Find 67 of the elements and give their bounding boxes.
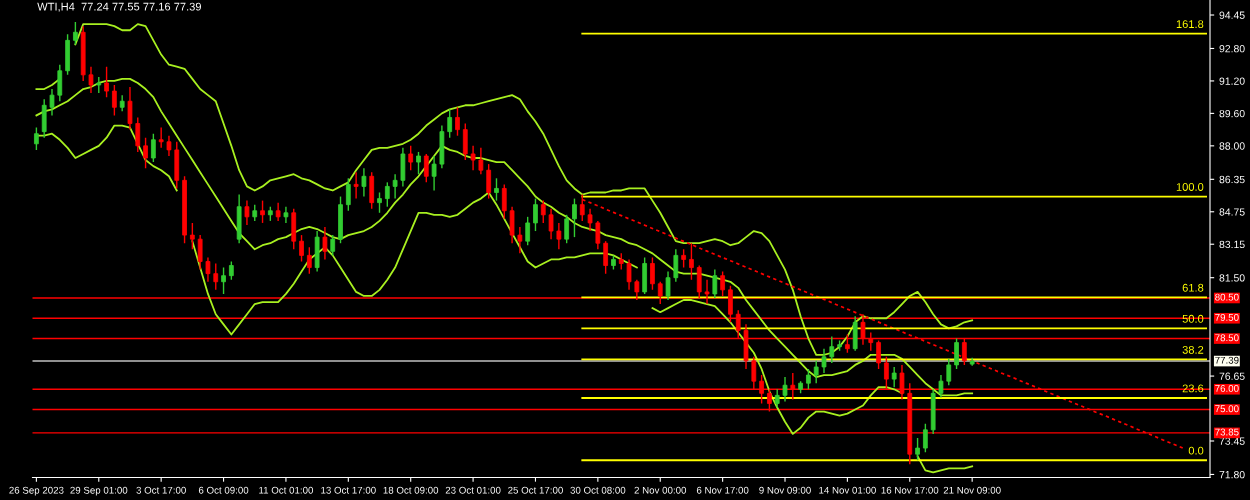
candlestick [260, 199, 265, 224]
x-tick-label: 18 Oct 09:00 [383, 486, 439, 494]
x-tick-label: 3 Oct 17:00 [136, 486, 186, 494]
y-tick-label: 71.80 [1219, 470, 1245, 479]
candlestick [548, 208, 554, 240]
candlestick [813, 360, 819, 384]
x-tick-label: 2 Nov 00:00 [634, 486, 687, 494]
x-tick-label: 9 Nov 09:00 [759, 486, 811, 494]
candlestick [806, 368, 811, 390]
candlestick [720, 270, 725, 297]
series-label: 61.8 [1182, 283, 1204, 292]
candlestick [946, 358, 952, 386]
chart-title: WTI,H4 77.24 77.55 77.16 77.39 [37, 2, 201, 12]
y-tick-label: 91.20 [1219, 77, 1245, 85]
candlestick [587, 208, 593, 232]
ref-line-label: 77.39 [1215, 356, 1239, 364]
candlestick [322, 226, 328, 261]
candlestick [112, 84, 117, 117]
ref-line-label: 75.00 [1215, 405, 1239, 413]
y-tick-label: 86.35 [1219, 175, 1245, 184]
candlestick [88, 66, 94, 94]
x-tick-label: 6 Nov 17:00 [696, 486, 749, 494]
candlestick [283, 206, 289, 224]
candlestick [572, 197, 577, 238]
series-label: 0.0 [1188, 446, 1204, 455]
candlestick [821, 347, 827, 374]
x-tick-label: 6 Oct 09:00 [198, 486, 249, 494]
y-tick-label: 84.75 [1219, 208, 1245, 216]
series-label: 38.2 [1182, 345, 1204, 354]
y-tick-label: 81.50 [1219, 274, 1245, 282]
x-tick-label: 16 Nov 17:00 [881, 486, 939, 494]
candlestick [166, 135, 172, 157]
ref-line-label: 73.85 [1215, 428, 1239, 436]
y-tick-label: 88.00 [1219, 142, 1245, 150]
ref-line-label: 79.50 [1215, 313, 1239, 321]
x-tick-label: 11 Oct 01:00 [259, 486, 314, 494]
x-tick-label: 23 Oct 01:00 [445, 486, 501, 494]
candlestick [915, 437, 920, 461]
ref-line-label: 76.00 [1215, 384, 1239, 392]
candlestick [143, 137, 148, 169]
ref-line-label: 78.50 [1215, 334, 1239, 342]
x-tick-label: 26 Sep 2023 [9, 486, 64, 496]
candlestick [377, 191, 382, 214]
y-tick-label: 94.45 [1219, 11, 1245, 19]
candlestick [49, 88, 55, 117]
y-tick-label: 83.15 [1219, 240, 1245, 249]
candlestick [416, 151, 421, 175]
candlestick [470, 145, 476, 171]
y-tick-label: 92.80 [1219, 44, 1245, 53]
candlestick [431, 155, 437, 192]
x-tick-label: 29 Sep 01:00 [70, 486, 128, 496]
x-tick-label: 14 Nov 01:00 [819, 486, 876, 494]
x-tick-label: 13 Oct 17:00 [321, 486, 376, 494]
x-tick-label: 30 Oct 08:00 [570, 486, 626, 494]
candlestick [494, 177, 499, 202]
x-tick-label: 25 Oct 17:00 [508, 486, 563, 494]
candlestick [189, 222, 195, 250]
series-label: 100.0 [1176, 183, 1204, 191]
x-tick-label: 21 Nov 09:00 [943, 486, 1001, 494]
ref-line-label: 80.50 [1215, 293, 1239, 301]
candlestick [681, 248, 686, 269]
candlestick [104, 66, 109, 98]
candlestick [408, 145, 414, 171]
series-label: 161.8 [1176, 20, 1204, 28]
y-tick-label: 89.60 [1219, 109, 1245, 118]
y-tick-label: 76.65 [1219, 372, 1245, 380]
candlestick [938, 374, 944, 399]
